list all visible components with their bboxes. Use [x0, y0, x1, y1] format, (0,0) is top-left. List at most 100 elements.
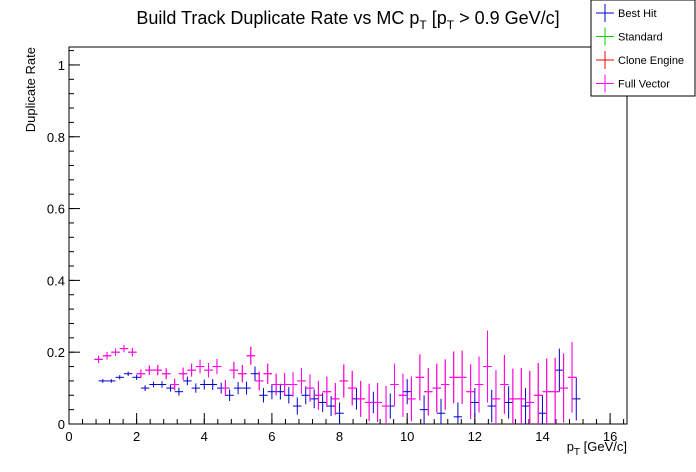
data-point	[309, 389, 319, 409]
data-point	[119, 345, 129, 353]
data-point	[381, 385, 391, 424]
data-point	[195, 359, 205, 374]
data-series	[94, 330, 581, 424]
y-tick-label: 1	[58, 58, 65, 73]
title-end: > 0.9 GeV/c]	[454, 8, 560, 28]
data-point	[415, 354, 425, 401]
data-point	[441, 359, 450, 410]
data-point	[402, 379, 412, 405]
x-tick-label: 2	[133, 429, 140, 444]
x-tick-label: 12	[468, 429, 482, 444]
data-point	[246, 346, 255, 365]
data-point	[373, 383, 382, 422]
title-sub2: T	[447, 18, 455, 32]
x-label-main: p	[567, 439, 574, 454]
data-point	[572, 377, 581, 421]
data-point	[208, 379, 217, 390]
axis-tick-labels: 0 2 4 6 8 10 12 14 16 0 0.2 0.4 0.6 0.8 1	[47, 58, 617, 444]
data-point	[140, 385, 150, 391]
data-point	[301, 386, 310, 405]
series-best-hit	[98, 348, 581, 424]
data-point	[145, 365, 154, 375]
data-point	[284, 387, 294, 404]
data-point	[280, 373, 289, 396]
legend-entry: Best Hit	[596, 4, 657, 22]
data-point	[436, 398, 446, 424]
data-point	[233, 381, 243, 395]
data-point	[238, 365, 247, 383]
data-point	[487, 389, 496, 423]
data-point	[567, 342, 577, 413]
data-point	[474, 356, 484, 413]
x-tick-label: 16	[603, 429, 617, 444]
data-point	[449, 351, 458, 404]
data-point	[162, 368, 171, 380]
x-tick-label: 6	[268, 429, 275, 444]
data-point	[356, 380, 365, 417]
data-point	[339, 364, 348, 398]
legend: Best Hit Standard Clone Engine Full Vector	[590, 0, 696, 97]
legend-box	[590, 0, 696, 97]
y-tick-label: 0	[58, 417, 65, 432]
data-point	[390, 363, 399, 406]
data-point	[407, 376, 416, 422]
x-axis-label: pT [GeV/c]	[567, 439, 627, 458]
data-point	[136, 369, 146, 379]
data-point	[271, 373, 281, 396]
y-tick-label: 0.6	[47, 202, 65, 217]
title-sub1: T	[419, 18, 427, 32]
data-point	[200, 379, 209, 390]
data-point	[276, 383, 285, 400]
data-point	[457, 350, 467, 404]
x-label-sub: T	[574, 447, 580, 458]
data-point	[322, 376, 332, 407]
data-point	[229, 361, 239, 379]
data-point	[297, 367, 306, 394]
data-point	[555, 348, 564, 392]
data-point	[153, 365, 162, 376]
data-point	[398, 373, 408, 417]
data-point	[187, 363, 196, 377]
data-point	[94, 355, 103, 363]
data-point	[170, 378, 179, 391]
data-point	[470, 388, 480, 417]
data-point	[255, 371, 264, 391]
data-point	[204, 362, 213, 378]
data-point	[115, 375, 124, 380]
y-axis-label: Duplicate Rate	[23, 47, 38, 132]
data-point	[483, 330, 492, 403]
data-point	[102, 352, 112, 360]
data-point	[348, 370, 357, 406]
data-point	[364, 383, 374, 422]
data-point	[225, 389, 234, 402]
x-label-unit: [GeV/c]	[580, 439, 627, 454]
data-point	[466, 364, 475, 419]
x-tick-label: 8	[336, 429, 343, 444]
data-point	[111, 348, 120, 356]
data-point	[318, 392, 327, 413]
x-tick-label: 14	[535, 429, 549, 444]
data-point	[263, 363, 272, 384]
data-point	[305, 374, 315, 402]
data-point	[174, 387, 184, 396]
y-tick-label: 0.2	[47, 345, 65, 360]
legend-entry: Full Vector	[596, 74, 670, 93]
data-point	[491, 370, 501, 424]
data-point	[166, 384, 175, 392]
data-point	[419, 395, 429, 424]
data-point	[107, 379, 116, 383]
data-point	[212, 359, 222, 375]
x-tick-label: 0	[65, 429, 72, 444]
data-point	[259, 388, 268, 403]
y-tick-label: 0.8	[47, 130, 65, 145]
x-tick-label: 10	[400, 429, 414, 444]
data-point	[331, 383, 340, 415]
data-point	[504, 386, 513, 419]
data-point	[500, 355, 509, 414]
data-point	[242, 381, 251, 395]
title-mid: [p	[427, 8, 447, 28]
legend-entry: Standard	[596, 27, 663, 46]
chart-title: Build Track Duplicate Rate vs MC pT [pT …	[136, 8, 559, 32]
legend-label: Full Vector	[618, 79, 670, 91]
data-point	[538, 395, 547, 424]
